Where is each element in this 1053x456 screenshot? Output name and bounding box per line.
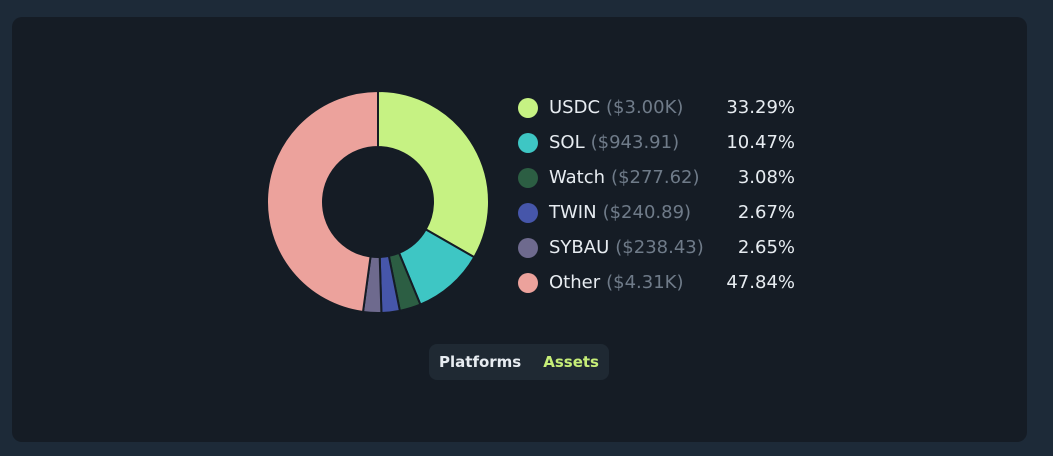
legend-label-usdc: USDC — [549, 97, 601, 118]
legend-amount-other: ($4.31K) — [606, 272, 684, 293]
legend-amount-usdc: ($3.00K) — [606, 97, 684, 118]
donut-slice-usdc[interactable] — [377, 89, 490, 259]
legend-label-sybau: SYBAU — [549, 237, 610, 258]
legend-percent-usdc: 33.29% — [726, 97, 795, 118]
legend-swatch-watch — [518, 167, 538, 188]
legend-percent-other: 47.84% — [726, 272, 795, 293]
legend-item-usdc: USDC ($3.00K) 33.29% — [518, 90, 808, 125]
legend-label-sol: SOL — [549, 132, 585, 153]
legend-swatch-other — [518, 272, 538, 293]
view-toggle: Platforms Assets — [429, 344, 609, 380]
legend-label-twin: TWIN — [549, 202, 597, 223]
legend-item-watch: Watch ($277.62) 3.08% — [518, 160, 808, 195]
allocation-card: USDC ($3.00K) 33.29% SOL ($943.91) 10.47… — [12, 17, 1027, 442]
legend-percent-sybau: 2.65% — [737, 237, 795, 258]
legend-item-sybau: SYBAU ($238.43) 2.65% — [518, 230, 808, 265]
legend-label-watch: Watch — [549, 167, 606, 188]
legend-swatch-sybau — [518, 237, 538, 258]
donut-slice-other[interactable] — [266, 89, 379, 314]
donut-chart — [266, 89, 490, 314]
legend-label-other: Other — [549, 272, 601, 293]
toggle-platforms[interactable]: Platforms — [439, 353, 522, 371]
legend-item-sol: SOL ($943.91) 10.47% — [518, 125, 808, 160]
legend-item-twin: TWIN ($240.89) 2.67% — [518, 195, 808, 230]
legend-item-other: Other ($4.31K) 47.84% — [518, 265, 808, 300]
legend-swatch-usdc — [518, 97, 538, 118]
donut-slices — [266, 89, 490, 314]
legend-amount-twin: ($240.89) — [602, 202, 692, 223]
legend-percent-twin: 2.67% — [737, 202, 795, 223]
legend-amount-watch: ($277.62) — [611, 167, 700, 188]
toggle-assets[interactable]: Assets — [543, 353, 599, 371]
legend-percent-watch: 3.08% — [737, 167, 795, 188]
legend-swatch-twin — [518, 202, 538, 223]
legend-swatch-sol — [518, 132, 538, 153]
legend-percent-sol: 10.47% — [726, 132, 795, 153]
chart-legend: USDC ($3.00K) 33.29% SOL ($943.91) 10.47… — [518, 90, 808, 300]
legend-amount-sybau: ($238.43) — [615, 237, 704, 258]
legend-amount-sol: ($943.91) — [590, 132, 680, 153]
